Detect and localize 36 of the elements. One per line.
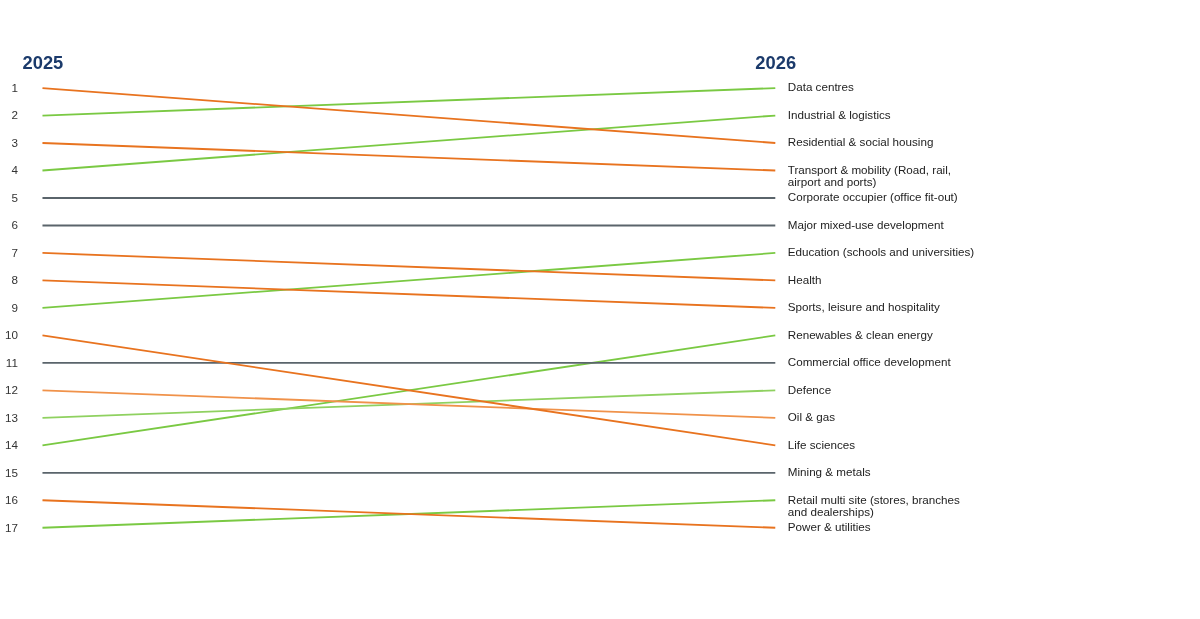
series-label: Renewables & clean energy <box>787 327 933 341</box>
series-label: Power & utilities <box>787 520 871 534</box>
y-tick-label: 10 <box>4 328 19 342</box>
y-tick-label: 13 <box>4 410 18 424</box>
y-tick-label: 2 <box>11 108 18 122</box>
y-tick-label: 11 <box>5 355 18 369</box>
series-label: Residential & social housing <box>787 135 934 149</box>
series-label: Defence <box>787 382 832 396</box>
series-label: Sports, leisure and hospitality <box>787 300 941 314</box>
series-label: Life sciences <box>787 437 856 451</box>
series-label: Commercial office development <box>787 355 952 369</box>
y-tick-label: 17 <box>4 520 18 534</box>
x-tick-label: 2026 <box>755 52 797 74</box>
y-tick-label: 1 <box>11 80 18 94</box>
series-label: Education (schools and universities) <box>787 245 975 259</box>
series-label: Corporate occupier (office fit-out) <box>787 190 958 204</box>
y-tick-label: 4 <box>11 163 19 177</box>
y-tick-label: 9 <box>11 300 18 314</box>
series-label: Data centres <box>787 80 854 94</box>
y-tick-label: 5 <box>11 190 18 204</box>
y-tick-label: 7 <box>11 245 18 259</box>
series-label: Mining & metals <box>787 465 871 479</box>
series-label: Industrial & logistics <box>787 107 891 121</box>
y-tick-label: 16 <box>4 493 18 507</box>
x-tick-label: 2025 <box>22 52 64 74</box>
y-tick-label: 12 <box>4 383 18 397</box>
series-label: Oil & gas <box>787 410 836 424</box>
y-tick-label: 3 <box>11 135 18 149</box>
y-tick-label: 15 <box>4 465 18 479</box>
y-tick-label: 8 <box>11 273 18 287</box>
series-label: Transport & mobility (Road, rail, airport and ports) <box>787 162 952 189</box>
series-label: Major mixed-use development <box>787 217 945 231</box>
series-label: Health <box>787 272 822 286</box>
y-tick-label: 14 <box>4 438 19 452</box>
series-label: Retail multi site (stores, branches and dealerships) <box>787 492 961 519</box>
y-tick-label: 6 <box>11 218 18 232</box>
